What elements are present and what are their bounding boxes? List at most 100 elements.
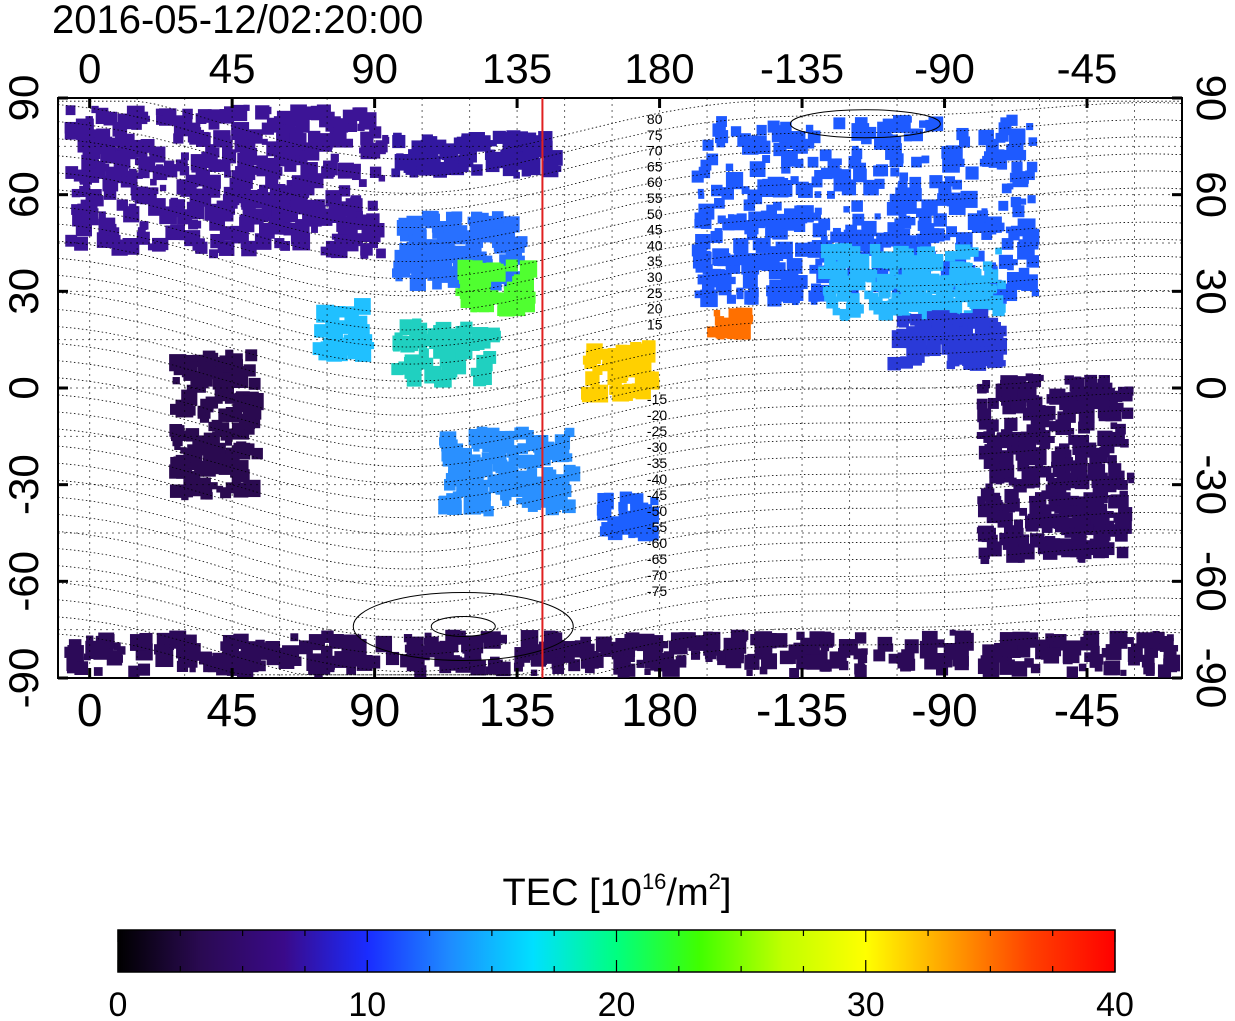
tec-cell-europe-asia-north <box>155 108 163 116</box>
tec-cell-north-america-east <box>886 300 894 308</box>
tec-cell-australia <box>447 443 455 451</box>
tec-cell-europe-asia-north <box>361 226 378 243</box>
tec-cell-south-america <box>1031 536 1041 546</box>
tec-cell-europe-asia-north <box>179 231 189 241</box>
tec-cell-antarctica <box>66 653 78 664</box>
tec-cell-antarctica <box>329 634 344 649</box>
tec-cell-australia <box>494 448 503 457</box>
tec-cell-north-america <box>714 197 725 209</box>
tec-cell-australia <box>477 457 486 465</box>
tec-cell-north-america <box>736 213 747 224</box>
tec-cell-north-america <box>998 200 1009 211</box>
contour-label: -15 <box>647 391 667 407</box>
timestamp-label: 2016-05-12/02:20:00 <box>52 0 424 42</box>
tec-cell-north-america <box>1010 225 1020 235</box>
tec-cell-south-america <box>1003 525 1018 539</box>
tec-cell-antarctica <box>853 652 861 660</box>
tec-cell-europe-asia-north <box>190 122 201 133</box>
top-longitude-labels: 0 45 90 135 180 -135 -90 -45 <box>78 45 1117 92</box>
tec-cell-europe-asia-north <box>306 211 319 224</box>
tec-cell-india <box>352 324 370 342</box>
tec-cell-central-america <box>926 338 940 352</box>
tec-cell-north-america <box>944 176 956 187</box>
tec-cell-europe-asia-north <box>308 199 320 211</box>
tec-cell-africa <box>225 482 237 494</box>
tec-cell-siberia <box>403 160 417 173</box>
tec-cell-south-america <box>1004 488 1019 504</box>
tec-cell-north-america <box>808 290 820 302</box>
tec-cell-antarctica <box>723 637 740 655</box>
tec-cell-antarctica <box>568 659 581 672</box>
tec-cell-antarctica <box>861 648 868 655</box>
tec-cell-africa <box>228 353 243 368</box>
tec-cell-antarctica <box>746 669 753 676</box>
tec-cell-southeast-asia <box>413 327 424 338</box>
tec-cell-australia <box>471 435 485 449</box>
tec-cell-europe-asia-north <box>189 193 199 203</box>
tec-cell-antarctica <box>313 657 330 675</box>
tec-cell-south-america <box>1070 388 1079 397</box>
tec-cell-south-america <box>1007 386 1018 398</box>
tec-cell-europe-asia-north <box>248 165 259 175</box>
tec-cell-north-america-east <box>943 301 955 313</box>
tec-cell-europe-asia-north <box>193 220 202 229</box>
tec-cell-europe-asia-north <box>231 170 246 184</box>
tec-cell-pacific-islands <box>611 383 619 390</box>
tec-cell-europe-asia-north <box>311 226 318 233</box>
tec-cell-central-america <box>891 330 910 349</box>
tec-cell-north-america <box>1028 137 1038 146</box>
tec-cell-europe-asia-north <box>350 195 362 206</box>
tec-cell-southeast-asia <box>413 356 423 366</box>
tec-cell-north-america <box>812 212 821 221</box>
tec-cell-antarctica <box>935 663 949 676</box>
tec-cell-europe-asia-north <box>152 202 160 210</box>
tec-cell-south-america <box>1028 495 1036 503</box>
tec-cell-central-america <box>950 345 958 353</box>
tec-cell-europe-asia-north <box>260 214 269 223</box>
tec-cell-antarctica <box>1030 663 1041 674</box>
tec-cell-north-america <box>952 179 963 190</box>
tec-cell-north-america <box>1006 114 1018 126</box>
tec-cell-europe-asia-north <box>285 117 296 128</box>
tec-cell-africa <box>199 442 210 453</box>
tec-cell-southeast-asia <box>473 374 482 383</box>
tec-cell-africa <box>244 418 256 430</box>
tec-cell-europe-asia-north <box>126 139 145 158</box>
tec-cell-siberia <box>541 160 559 178</box>
tec-cell-antarctica <box>854 648 863 657</box>
colorbar-title-suffix: ] <box>721 872 732 914</box>
tec-cell-antarctica <box>623 648 631 657</box>
tec-cell-north-america <box>794 158 804 168</box>
tec-cell-japan-china-east <box>455 288 464 297</box>
tec-cell-north-america <box>917 220 928 231</box>
tec-cell-antarctica <box>796 654 811 670</box>
tec-cell-antarctica <box>940 655 953 668</box>
tec-cell-antarctica <box>356 654 373 671</box>
tec-cell-pacific-islands <box>598 391 607 401</box>
tec-cell-europe-asia-north <box>346 121 358 132</box>
tec-cell-pacific-islands <box>592 364 603 375</box>
right-latitude-labels: 90 60 30 0 -30 -60 -90 <box>1188 75 1235 709</box>
tec-cell-antarctica <box>178 649 186 658</box>
tec-cell-north-america <box>1016 171 1029 184</box>
tec-cell-antarctica <box>955 632 974 651</box>
tec-cell-south-america <box>1101 542 1115 556</box>
tec-cell-australia <box>542 441 555 454</box>
tec-cell-north-america <box>716 116 727 127</box>
tec-cell-new-zealand <box>597 506 612 521</box>
tec-cell-europe-asia-north <box>308 173 324 189</box>
tec-cell-antarctica <box>228 643 238 654</box>
tec-cell-north-america <box>899 203 910 214</box>
tec-cell-southeast-asia <box>394 332 403 341</box>
tec-cell-north-america-east <box>905 263 921 279</box>
tec-cell-europe-asia-north <box>64 121 77 134</box>
contour-label: 40 <box>647 237 663 253</box>
tec-cell-north-america <box>840 169 852 180</box>
contour-label: -55 <box>647 519 667 535</box>
tec-cell-siberia <box>536 140 553 158</box>
tec-cell-antarctica <box>498 634 508 644</box>
tec-cell-north-america <box>848 155 862 169</box>
tec-cell-south-america <box>978 417 992 430</box>
tec-cell-southeast-asia <box>401 322 412 333</box>
tec-cell-north-america <box>998 254 1013 269</box>
